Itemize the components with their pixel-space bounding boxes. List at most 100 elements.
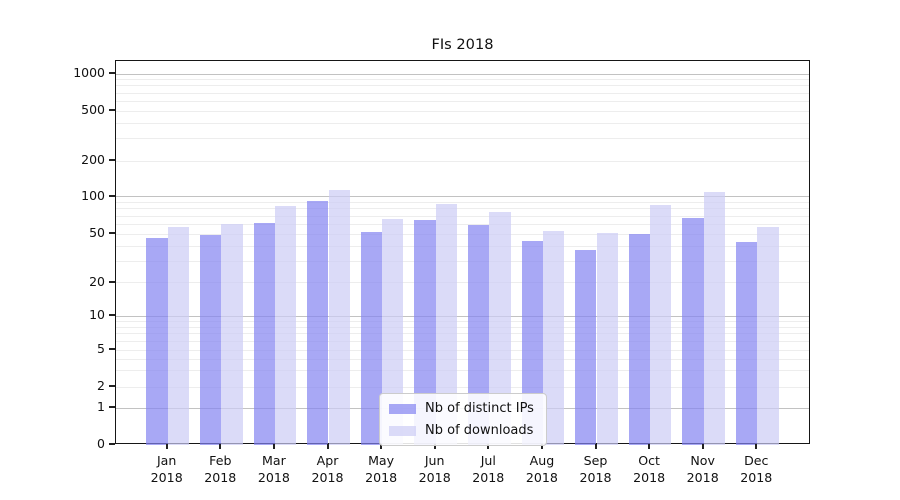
gridline-minor: [116, 326, 809, 328]
y-tick-mark: [109, 159, 115, 161]
y-tick-label: 1: [97, 399, 105, 414]
bar-downloads: [274, 206, 297, 445]
legend: Nb of distinct IPs Nb of downloads: [379, 393, 547, 446]
bar-distinct-ips: [628, 234, 651, 445]
bar-downloads: [382, 219, 404, 445]
bar-distinct-ips: [146, 237, 168, 445]
y-tick-mark: [109, 280, 115, 283]
legend-item-distinct-ips: Nb of distinct IPs: [389, 401, 534, 416]
x-tick-mark: [487, 444, 490, 449]
x-tick-label: Feb 2018: [187, 452, 253, 486]
x-tick-label-month: Sep: [583, 453, 608, 468]
gridline-minor: [116, 233, 809, 235]
bar-distinct-ips: [253, 222, 275, 445]
plot-area: Nb of distinct IPs Nb of downloads: [115, 60, 810, 446]
bar-distinct-ips: [575, 250, 597, 445]
x-tick-label-year: 2018: [418, 470, 451, 485]
x-tick-mark: [326, 444, 329, 449]
gridline-minor: [116, 349, 809, 351]
x-tick-mark: [380, 444, 383, 449]
bar-downloads: [435, 204, 458, 445]
bar-distinct-ips: [467, 225, 490, 445]
x-tick-mark: [540, 444, 543, 449]
x-tick-mark: [433, 444, 436, 449]
x-tick-mark: [701, 444, 704, 449]
y-tick-label: 0: [97, 436, 105, 451]
bar-downloads: [328, 190, 350, 445]
bar-downloads: [596, 233, 618, 445]
x-tick-label-year: 2018: [365, 470, 398, 485]
bar-downloads: [542, 231, 565, 445]
gridline-minor: [116, 282, 809, 284]
x-tick-label-month: Aug: [529, 453, 555, 468]
legend-label-downloads: Nb of downloads: [425, 423, 534, 438]
y-tick-mark: [109, 443, 115, 445]
x-tick-label-year: 2018: [150, 470, 183, 485]
x-tick-label: Sep 2018: [563, 452, 629, 486]
bar-downloads: [650, 204, 672, 445]
bar-distinct-ips: [360, 232, 383, 445]
gridline-minor: [116, 386, 809, 388]
gridline-minor: [116, 358, 809, 360]
bar-distinct-ips: [414, 220, 436, 445]
gridline-major: [116, 73, 809, 75]
bar-distinct-ips: [307, 201, 329, 445]
y-tick-label: 5: [97, 341, 105, 356]
x-tick-label: May 2018: [348, 452, 414, 486]
x-tick-label-month: May: [368, 453, 395, 468]
gridline-minor: [116, 79, 809, 81]
x-tick-label-year: 2018: [311, 470, 344, 485]
gridline-minor: [116, 92, 809, 94]
legend-swatch-downloads: [389, 425, 416, 436]
y-tick-mark: [109, 72, 115, 74]
y-tick-label: 500: [81, 102, 105, 117]
gridline-major: [116, 196, 809, 198]
x-tick-label-year: 2018: [257, 470, 290, 485]
legend-swatch-distinct-ips: [389, 403, 416, 414]
gridline-minor: [116, 333, 809, 334]
x-tick-label: Jun 2018: [402, 452, 468, 486]
x-tick-mark: [272, 444, 275, 449]
x-tick-label: Apr 2018: [295, 452, 361, 486]
gridline-minor: [116, 320, 809, 322]
bar-downloads: [167, 227, 190, 445]
gridline-minor: [116, 340, 809, 342]
y-tick-mark: [109, 109, 115, 111]
gridline-minor: [116, 201, 809, 203]
x-tick-label-month: Jun: [424, 453, 445, 468]
y-tick-label: 200: [81, 152, 105, 167]
gridline-major: [116, 315, 809, 317]
gridlines-layer: [116, 61, 809, 443]
bar-distinct-ips: [682, 218, 704, 445]
x-tick-label-month: Oct: [638, 453, 660, 468]
y-tick-mark: [109, 348, 115, 350]
x-tick-mark: [165, 444, 168, 449]
y-tick-label: 1000: [73, 65, 105, 80]
x-tick-label-month: Apr: [316, 453, 339, 468]
x-tick-label-year: 2018: [525, 470, 558, 485]
y-tick-mark: [109, 406, 115, 408]
x-tick-label: Jan 2018: [134, 452, 200, 486]
gridline-minor: [116, 85, 809, 87]
x-tick-label: Jul 2018: [455, 452, 521, 486]
gridline-minor: [116, 370, 809, 372]
legend-item-downloads: Nb of downloads: [389, 423, 534, 438]
x-tick-label: Nov 2018: [670, 452, 736, 486]
y-tick-label: 50: [89, 225, 105, 241]
y-tick-mark: [109, 194, 115, 197]
x-tick-label-month: Dec: [744, 453, 769, 468]
bars-layer: [116, 61, 809, 445]
x-tick-label: Mar 2018: [241, 452, 307, 486]
gridline-minor: [116, 138, 809, 140]
x-tick-label-month: Mar: [262, 453, 286, 468]
y-tick-mark: [109, 385, 115, 387]
x-tick-label-year: 2018: [740, 470, 773, 485]
y-tick-mark: [109, 314, 115, 316]
y-tick-mark: [109, 232, 115, 235]
x-tick-label-month: Feb: [209, 453, 232, 468]
bar-downloads: [489, 211, 511, 445]
y-tick-label: 10: [89, 307, 105, 322]
gridline-minor: [116, 245, 809, 247]
bar-distinct-ips: [199, 235, 222, 445]
gridline-minor: [116, 223, 809, 225]
